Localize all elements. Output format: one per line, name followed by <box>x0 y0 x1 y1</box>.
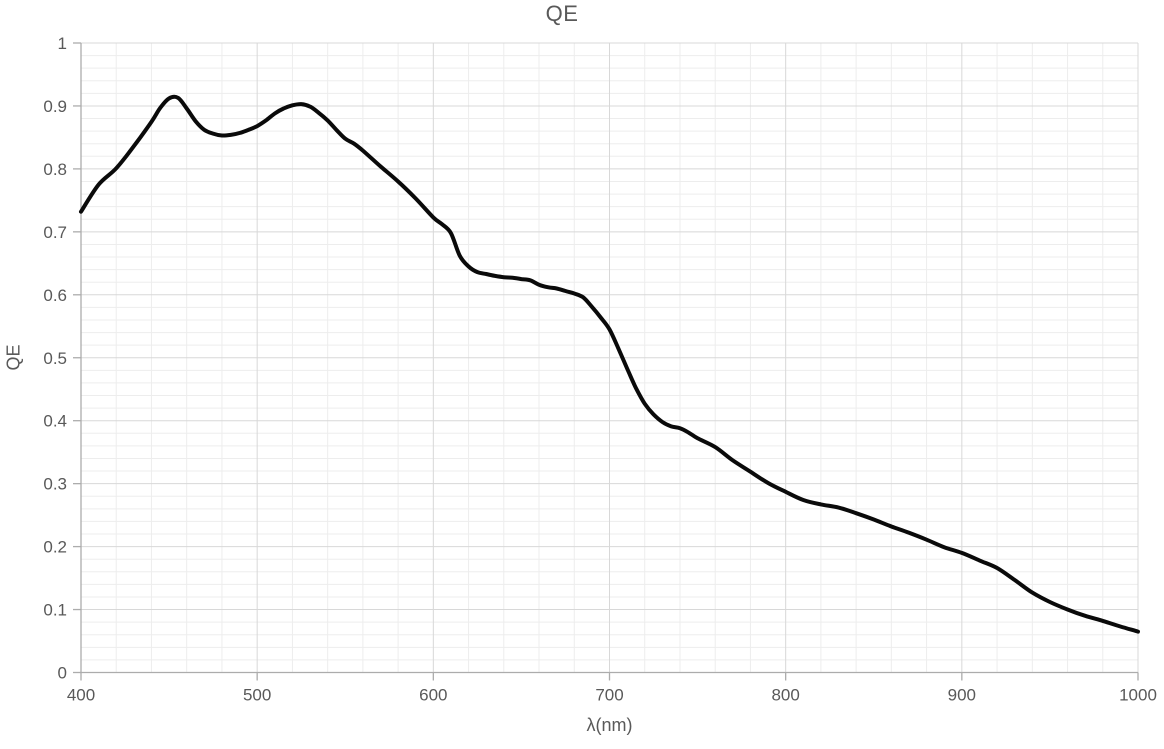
y-tick-label: 0.2 <box>43 538 67 557</box>
y-tick-label: 0.1 <box>43 601 67 620</box>
x-tick-labels: 400 500 600 700 800 900 1000 <box>67 686 1157 705</box>
chart-title: QE <box>545 1 579 26</box>
y-tick-label: 0 <box>58 664 67 683</box>
x-tick-label: 900 <box>948 686 976 705</box>
x-tick-label: 500 <box>243 686 271 705</box>
y-tick-label: 0.4 <box>43 412 67 431</box>
y-tick-label: 0.6 <box>43 286 67 305</box>
x-tick-label: 700 <box>595 686 623 705</box>
x-tick-label: 1000 <box>1119 686 1157 705</box>
axes <box>73 42 1139 681</box>
y-tick-labels: 0 0.1 0.2 0.3 0.4 0.5 0.6 0.7 0.8 0.9 1 <box>43 34 67 683</box>
major-gridlines <box>81 42 1139 673</box>
y-tick-label: 0.5 <box>43 349 67 368</box>
y-tick-label: 0.3 <box>43 475 67 494</box>
y-tick-label: 0.8 <box>43 160 67 179</box>
x-tick-label: 400 <box>67 686 95 705</box>
qe-curve <box>79 94 1140 634</box>
y-tick-label: 1 <box>58 34 67 53</box>
y-tick-label: 0.7 <box>43 223 67 242</box>
y-axis-title: QE <box>3 344 24 371</box>
x-tick-label: 800 <box>771 686 799 705</box>
y-tick-label: 0.9 <box>43 97 67 116</box>
x-tick-label: 600 <box>419 686 447 705</box>
x-axis-title: λ(nm) <box>586 715 633 735</box>
